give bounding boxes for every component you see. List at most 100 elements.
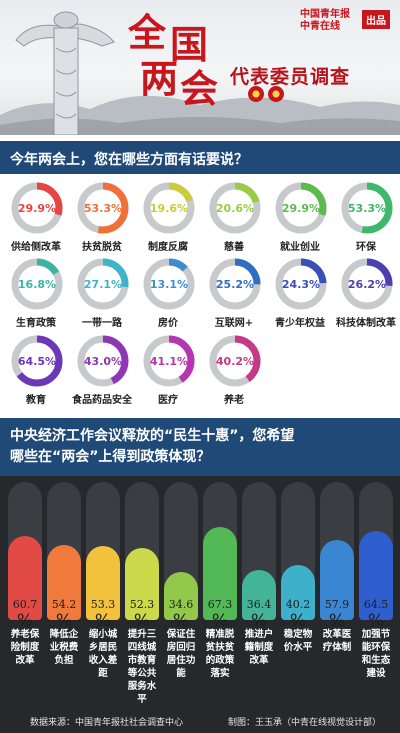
bar [242, 570, 276, 620]
ring-chart: 64.5% [11, 335, 63, 387]
ring-arc [11, 182, 63, 234]
bar-value-label: 52.3 [129, 598, 155, 611]
bar-category-label-line: 市教育 [127, 655, 157, 666]
ring-arc [11, 258, 63, 310]
ring-center [217, 266, 253, 302]
bar-category-label-line: 贫扶贫 [205, 642, 235, 653]
ring-category-label: 供给侧改革 [11, 242, 61, 253]
ring-category-label: 环保 [356, 242, 376, 253]
bar-category-label: 养老保 险制度 改革 [8, 628, 42, 667]
bar-category-label-line: 业税费 [49, 642, 79, 653]
ring-center [349, 266, 385, 302]
bar [281, 565, 315, 620]
bar-unit-label: % [367, 611, 385, 631]
bar-category-label-line: 落实 [210, 668, 230, 679]
ring-chart: 26.2% [341, 258, 393, 310]
question-2-line1: 中央经济工作会议释放的“民生十惠”，您希望 [10, 428, 295, 444]
bar [359, 531, 393, 620]
ring-category-label: 医疗 [158, 395, 178, 406]
bar-category-label-line: 房回归 [166, 642, 196, 653]
ring-category-label: 就业创业 [280, 242, 320, 253]
ring-center [19, 266, 55, 302]
question-1-text: 今年两会上，您在哪些方面有话要说？ [10, 152, 248, 168]
title-char: 会 [180, 66, 219, 111]
ring-arc [209, 335, 261, 387]
ring-center [217, 343, 253, 379]
bar-category-label-line: 等公共 [127, 668, 157, 679]
ring-value-label: 25.2% [216, 278, 254, 291]
ring-category-label: 食品药品安全 [72, 395, 132, 406]
ring-chart: 27.1% [77, 258, 129, 310]
bar-unit-label: % [172, 611, 190, 631]
ring-center [151, 343, 187, 379]
bar-value-label: 36.4 [246, 598, 272, 611]
ring-arc [77, 258, 129, 310]
bar-category-label-line: 加强节 [361, 629, 391, 640]
ring-center [283, 266, 319, 302]
ring-value-label: 29.9% [18, 202, 56, 215]
question-banner-1: 今年两会上，您在哪些方面有话要说？ [0, 141, 400, 174]
ring-arc [77, 182, 129, 234]
huabiao-pillar-image [15, 11, 115, 135]
ring-arc [209, 258, 261, 310]
ring-chart: 16.8% [11, 258, 63, 310]
ring-chart: 40.2% [209, 335, 261, 387]
ring-center [85, 266, 121, 302]
title-char: 全 [128, 10, 167, 55]
bar-value-label: 64.5 [363, 598, 389, 611]
bar-category-label: 保证住 房回归 居住功能 [164, 628, 198, 680]
ring-arc [77, 335, 129, 387]
ring-value-label: 19.6% [150, 202, 188, 215]
ring-value-label: 20.6% [216, 202, 254, 215]
bar-category-label-line: 能环保 [361, 642, 391, 653]
brand-line2: 中青在线 [300, 21, 340, 32]
ring-arc [209, 182, 261, 234]
bar-value-label: 67.3 [207, 598, 233, 611]
bar-category-label-line: 乡居民 [88, 642, 118, 653]
bar-value-label: 60.7 [12, 598, 38, 611]
ring-chart: 24.3% [275, 258, 327, 310]
ring-category-label: 一带一路 [82, 318, 122, 329]
bar-category-label-line: 居住功能 [166, 655, 196, 679]
ring-chart: 29.9% [275, 182, 327, 234]
ring-value-label: 13.1% [150, 278, 188, 291]
ring-value-label: 27.1% [84, 278, 122, 291]
ring-category-label: 青少年权益 [275, 318, 325, 329]
bar-category-label: 精准脱 贫扶贫 的政策 落实 [203, 628, 237, 680]
ring-chart: 41.1% [143, 335, 195, 387]
ring-value-label: 26.2% [348, 278, 386, 291]
bar-unit-label: % [250, 611, 268, 631]
ring-category-label: 科技体制改革 [336, 318, 396, 329]
bar-unit-label: % [133, 611, 151, 631]
bar-category-label-line: 服务水平 [127, 681, 157, 705]
header: 全 国 两 会 代表委员调查 中国青年报 中青在线 出品 [0, 0, 400, 135]
bar-category-label-line: 的政策 [205, 655, 235, 666]
bar [203, 527, 237, 620]
ring-center [151, 190, 187, 226]
ring-value-label: 64.5% [18, 355, 56, 368]
ring-category-label: 制度反腐 [148, 242, 188, 253]
ring-category-label: 养老 [224, 395, 244, 406]
bar-category-label-line: 降低企 [49, 629, 79, 640]
bar [8, 536, 42, 620]
ring-value-label: 29.9% [282, 202, 320, 215]
bar-category-label-line: 籍制度 [244, 642, 274, 653]
bar-category-label-line: 稳定物 [283, 629, 313, 640]
bar-value-label: 54.2 [51, 598, 77, 611]
ring-arc [143, 182, 195, 234]
cppcc-emblem-icon [268, 86, 284, 102]
bar-category-label-line: 四线城 [127, 642, 157, 653]
bar-unit-label: % [16, 611, 34, 631]
ring-value-label: 24.3% [282, 278, 320, 291]
ring-category-label: 互联网+ [214, 318, 254, 329]
bar-category-label-line: 养老保 [10, 629, 40, 640]
ring-arc [341, 182, 393, 234]
brand-badge: 出品 [362, 10, 390, 29]
bar-category-label: 提升三 四线城 市教育 等公共 服务水平 [125, 628, 159, 706]
bar-category-label-line: 和生态 [361, 655, 391, 666]
ring-chart: 13.1% [143, 258, 195, 310]
ring-chart: 53.3% [341, 182, 393, 234]
bar-category-label-line: 改革医 [322, 629, 352, 640]
title-char: 国 [170, 22, 209, 67]
bar-category-label: 缩小城 乡居民 收入差距 [86, 628, 120, 680]
